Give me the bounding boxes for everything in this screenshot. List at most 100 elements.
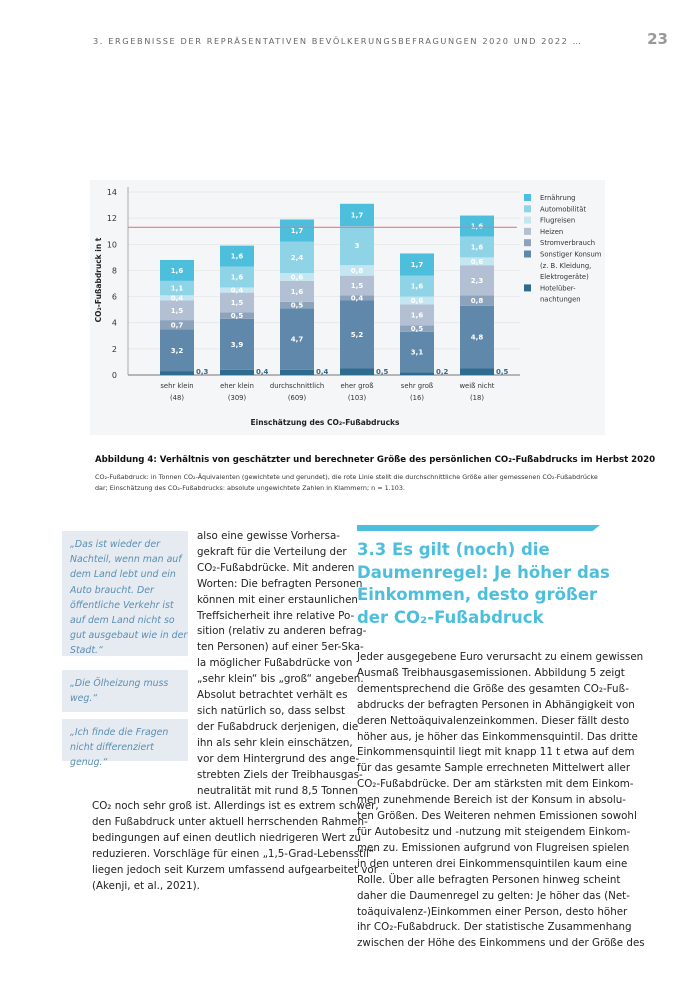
- bar-segment: [220, 369, 254, 375]
- y-tick-label: 6: [112, 293, 117, 302]
- data-label: 0,4: [351, 294, 364, 302]
- data-label: 3: [355, 242, 360, 250]
- quote-text: „Die Ölheizung muss weg.“: [70, 678, 169, 705]
- text-line: ten Personen) auf einer 5er-Ska-: [197, 641, 364, 654]
- data-label: 1,6: [231, 253, 244, 261]
- text-line: der Fußabdruck derjenigen, die: [197, 720, 359, 733]
- text-line: Absolut betrachtet verhält es: [197, 689, 348, 702]
- text-line: sition (relativ zu anderen befrag-: [197, 625, 367, 638]
- y-axis-title: CO₂-Fußabdruck in t: [94, 237, 103, 322]
- bar-segment: [400, 304, 434, 326]
- text-line: ihn als sehr klein einschätzen,: [197, 736, 353, 749]
- text-line: für Autobesitz und -nutzung mit steigend…: [357, 825, 631, 838]
- figure-caption-title: Abbildung 4: Verhältnis von geschätzter …: [95, 455, 656, 465]
- x-tick-label: eher klein: [220, 382, 254, 390]
- bar-segment: [220, 312, 254, 319]
- body-text-left-wide: CO₂ noch sehr groß ist. Allerdings ist e…: [92, 799, 379, 894]
- bar-segment: [160, 329, 194, 372]
- legend-label: nachtungen: [540, 296, 581, 304]
- text-line: CO₂ noch sehr groß ist. Allerdings ist e…: [92, 800, 379, 812]
- bar-segment: [160, 280, 194, 296]
- section-heading: 3.3 Es gilt (noch) die Daumenregel: Je hö…: [357, 539, 610, 629]
- bar-segment: [340, 368, 374, 375]
- y-tick-label: 14: [107, 188, 117, 197]
- x-tick-count: (48): [170, 394, 184, 402]
- data-label: 0,5: [411, 325, 424, 333]
- text-line: (Akenji, et al., 2021).: [92, 879, 200, 892]
- data-label: 1,6: [411, 283, 424, 291]
- text-line: deren Nettoäquivalenzeinkommen. Dieser f…: [357, 714, 630, 727]
- legend-swatch: [524, 205, 531, 213]
- data-label: 0,6: [411, 297, 424, 305]
- x-tick-count: (103): [348, 394, 367, 402]
- bar-segment: [400, 372, 434, 375]
- x-tick-label: sehr klein: [160, 382, 193, 390]
- text-line: ihr CO₂-Fußabdruck. Der statistische Zus…: [357, 921, 632, 934]
- legend-label: Hotelüber-: [540, 284, 576, 292]
- bar-segment: [160, 371, 194, 375]
- bar-segment: [220, 287, 254, 293]
- text-line: daher die Daumenregel zu gelten: Je höhe…: [357, 889, 630, 902]
- bar-segment: [340, 300, 374, 369]
- text-line: sich natürlich so, dass selbst: [197, 704, 346, 717]
- text-line: also eine gewisse Vorhersa-: [197, 530, 341, 542]
- data-label: 1,7: [351, 211, 364, 219]
- text-line: „sehr klein“ bis „groß“ angeben.: [197, 673, 364, 686]
- data-label: 1,1: [171, 285, 184, 293]
- data-label: 2,3: [471, 277, 484, 285]
- figure-caption-note: CO₂-Fußabdruck: in Tonnen CO₂-Äquivalent…: [95, 473, 598, 492]
- bar-segment: [160, 295, 194, 301]
- text-line: für das gesamte Sample errechneten Mitte…: [357, 762, 631, 775]
- y-tick-label: 12: [107, 214, 117, 223]
- legend-label: Flugreisen: [540, 217, 575, 225]
- text-line: Jeder ausgegebene Euro verursacht zu ein…: [357, 651, 644, 663]
- text-line: Worten: Die befragten Personen: [197, 577, 363, 590]
- text-line: den Fußabdruck unter aktuell herrschende…: [92, 815, 368, 828]
- bar-segment: [340, 203, 374, 227]
- data-label: 1,7: [411, 261, 424, 269]
- data-label: 0,8: [351, 267, 364, 275]
- data-label: 0,6: [291, 274, 304, 282]
- bar-segment: [400, 296, 434, 305]
- data-label: 3,2: [171, 347, 184, 355]
- text-line: in den unteren drei Einkommensquintilen …: [357, 857, 628, 870]
- data-label: 5,2: [351, 331, 364, 339]
- stacked-bar-chart: 0 2 4 6 8 10 12 14 CO₂-Fußabdruck in t Einschätzu…: [94, 187, 602, 427]
- bar-segment: [400, 275, 434, 297]
- data-label: 1,6: [471, 244, 484, 252]
- data-label: 0,4: [171, 294, 184, 302]
- quote-text: „Das ist wieder der Nachteil, wenn man a…: [70, 539, 188, 657]
- x-tick-count: (18): [470, 394, 484, 402]
- bar-segment: [220, 318, 254, 370]
- x-tick-label: eher groß: [340, 382, 373, 390]
- data-label: 0,5: [376, 368, 389, 376]
- data-label: 0,8: [471, 297, 484, 305]
- section-accent-bar: [357, 525, 600, 531]
- data-label: 3,1: [411, 349, 424, 357]
- y-tick-label: 10: [107, 240, 117, 249]
- legend-swatch: [524, 216, 531, 224]
- data-label: 0,7: [171, 321, 184, 329]
- x-tick-count: (309): [228, 394, 247, 402]
- text-line: Treffsicherheit ihre relative Po-: [197, 609, 355, 622]
- bar-segment: [400, 253, 434, 276]
- x-tick-label: durchschnittlich: [270, 382, 324, 390]
- text-line: reduzieren. Vorschläge für einen „1,5-Gr…: [92, 847, 375, 860]
- bar-segment: [460, 305, 494, 369]
- data-label: 0,4: [316, 368, 329, 376]
- bar-segment: [160, 300, 194, 321]
- text-line: bedingungen auf einen deutlich niedriger…: [92, 831, 362, 844]
- running-header: 3. ERGEBNISSE DER REPRÄSENTATIVEN BEVÖLK…: [93, 36, 583, 46]
- text-line: la möglicher Fußabdrücke von: [197, 657, 353, 670]
- legend-swatch: [524, 239, 531, 247]
- text-line: CO₂-Fußabdrücke. Der am stärksten mit de…: [357, 778, 634, 791]
- x-tick-count: (609): [288, 394, 307, 402]
- text-line: können mit einer erstaunlichen: [197, 593, 358, 606]
- text-line: liegen jedoch seit Kurzem umfassend aufg…: [92, 863, 378, 876]
- data-label: 0,5: [291, 302, 304, 310]
- legend-swatch: [524, 284, 531, 292]
- text-line: neutralität mit rund 8,5 Tonnen: [197, 784, 359, 797]
- data-label: 0,4: [231, 287, 244, 295]
- legend-label: Sonstiger Konsum: [540, 251, 602, 259]
